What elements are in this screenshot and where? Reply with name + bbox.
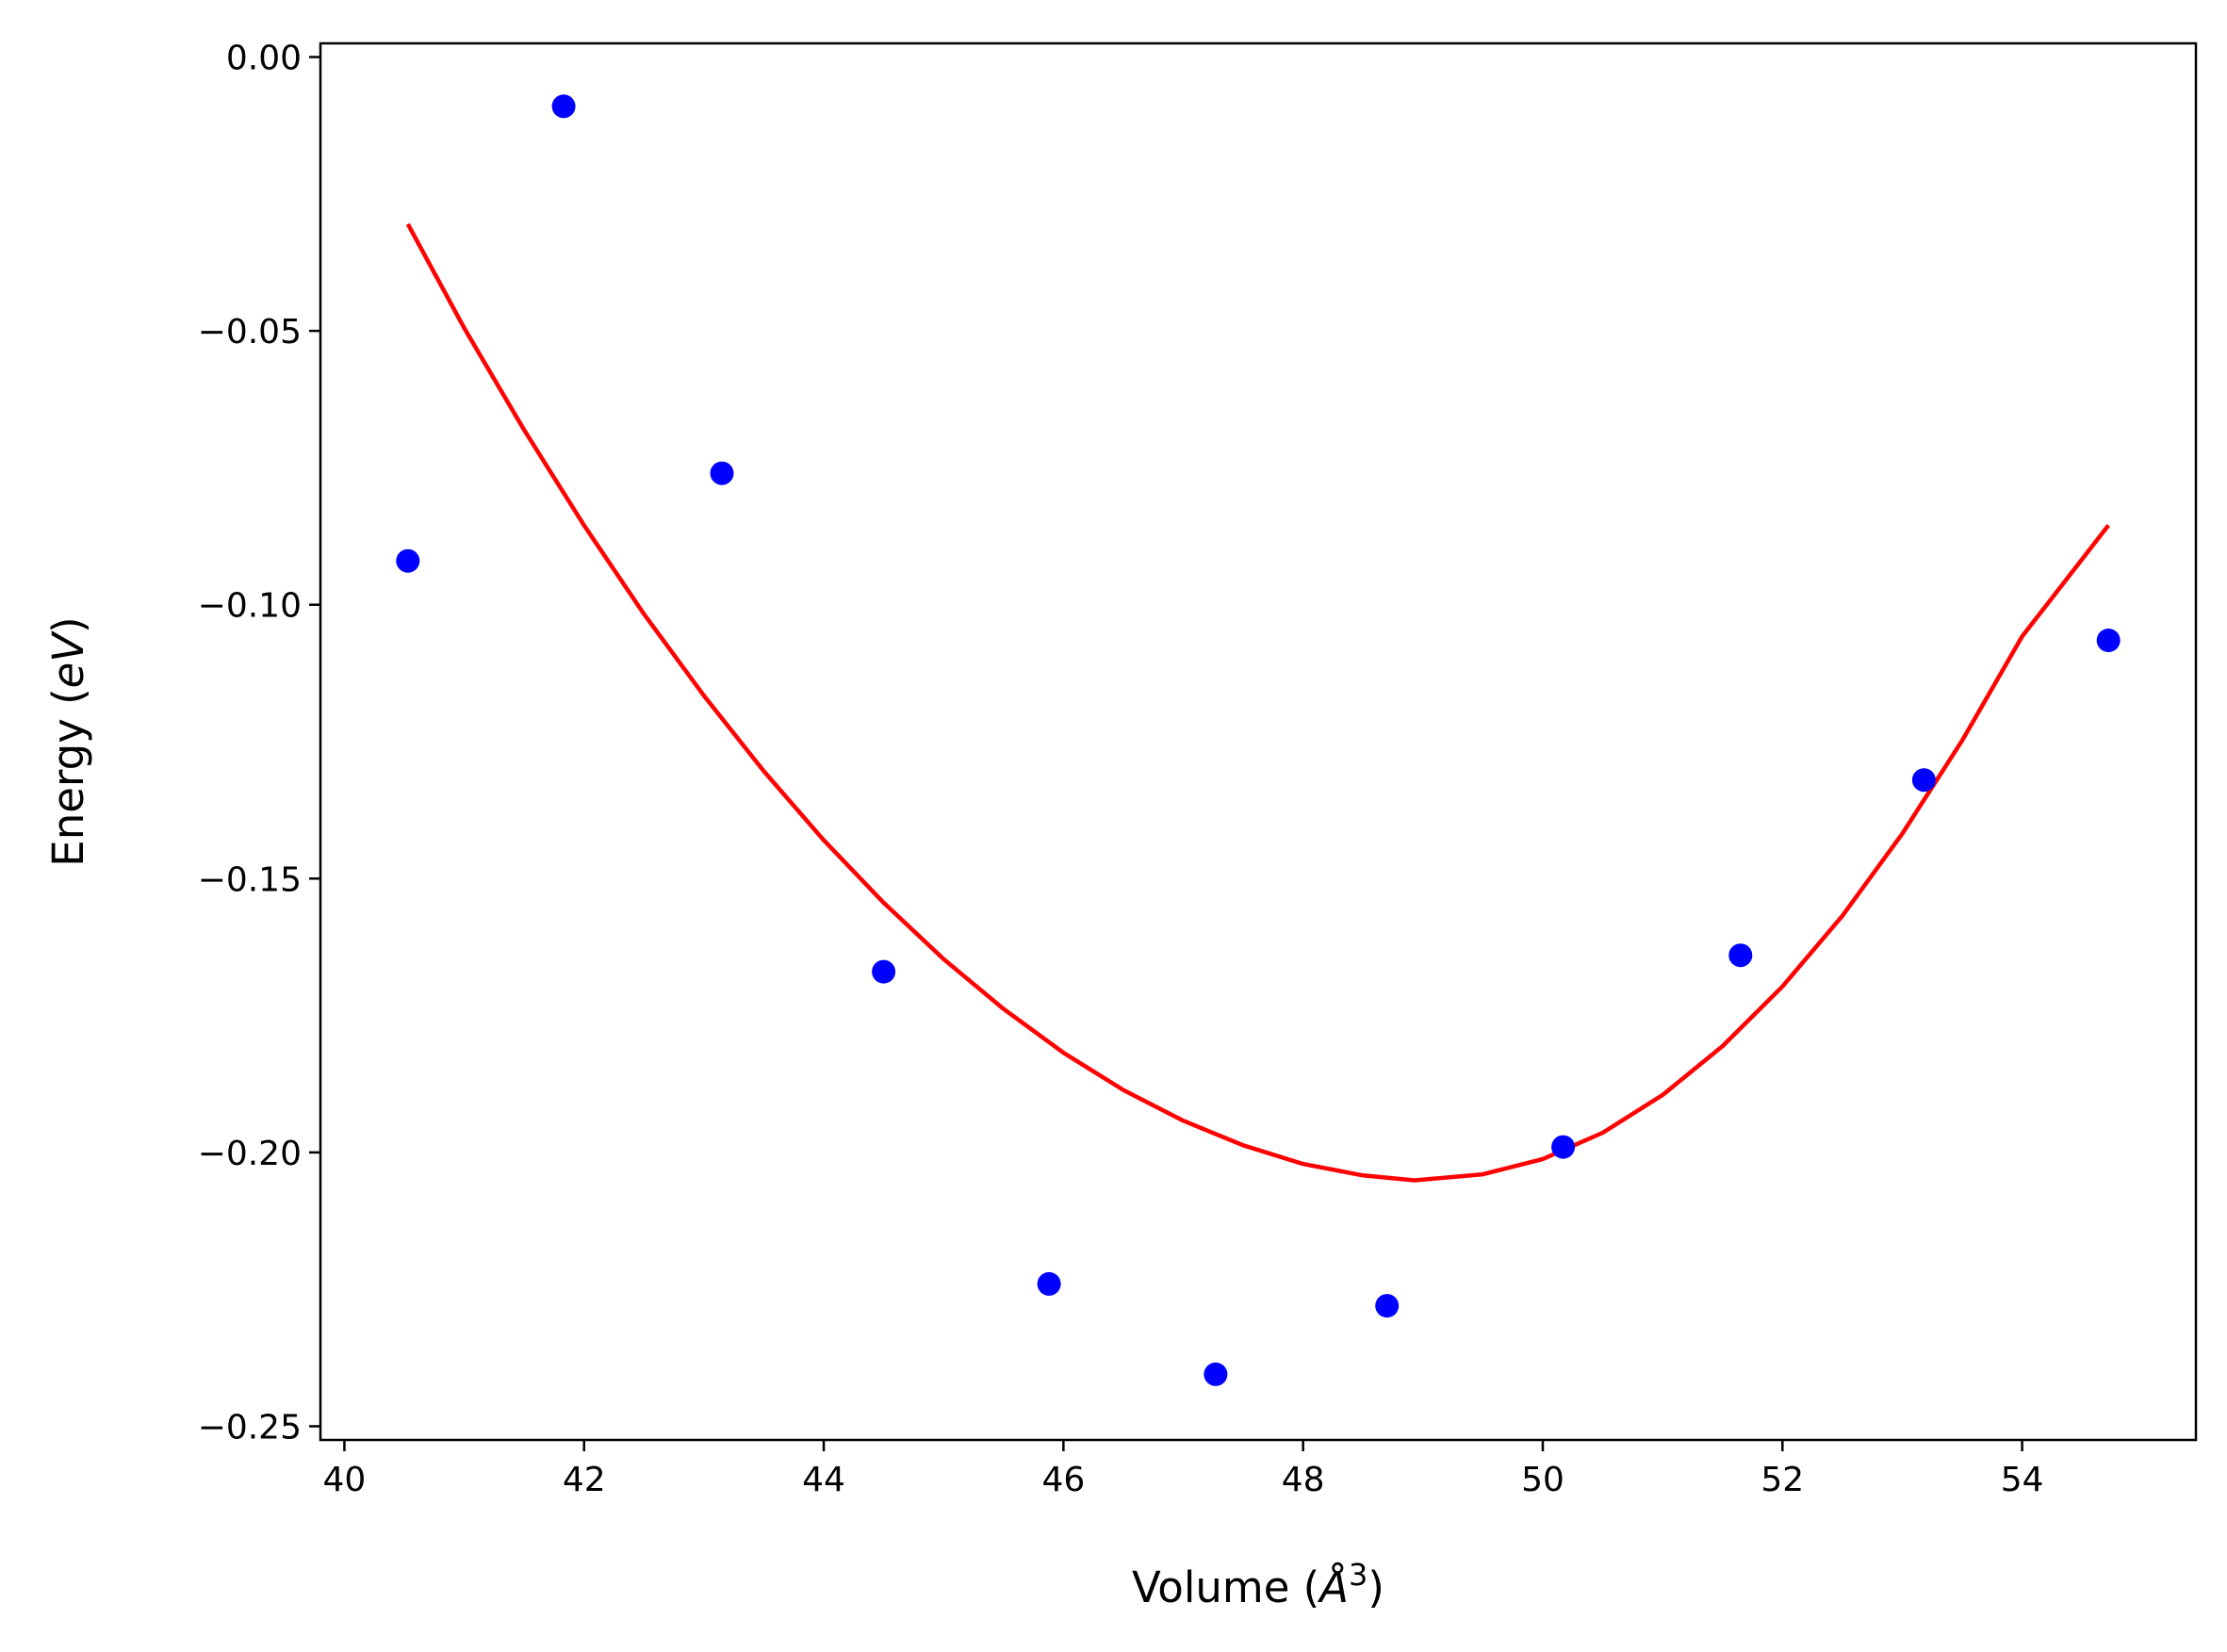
data-point (1728, 943, 1753, 968)
data-point (1204, 1362, 1228, 1386)
x-tick-label: 50 (1521, 1461, 1564, 1499)
y-tick-label: −0.15 (198, 860, 302, 899)
y-tick-label: 0.00 (226, 40, 302, 78)
data-point (710, 461, 734, 485)
plot-area (396, 94, 2121, 1386)
y-axis-title: Energy (eV) (43, 616, 93, 866)
data-point (1037, 1271, 1061, 1296)
x-axis-title: Volume (Å3) (1132, 1557, 1384, 1612)
x-tick-label: 40 (323, 1461, 367, 1499)
data-point (551, 94, 576, 119)
data-point (396, 548, 420, 573)
fit-curve (405, 222, 2110, 1183)
x-tick-label: 42 (563, 1461, 606, 1499)
data-point (872, 959, 896, 984)
y-tick-label: −0.25 (198, 1408, 302, 1447)
data-point (1911, 768, 1936, 793)
axes-frame (319, 41, 2198, 1442)
x-tick-label: 52 (1760, 1461, 1804, 1499)
data-point (2096, 629, 2121, 652)
y-tick-label: −0.20 (198, 1135, 302, 1173)
x-tick-label: 48 (1282, 1461, 1325, 1499)
data-point (1551, 1135, 1576, 1159)
axis-ticks: 40 42 44 46 48 50 52 54 0.00 −0.05 −0.10 −0.15 −0.20… (198, 40, 2044, 1499)
x-tick-label: 54 (2001, 1461, 2044, 1499)
x-tick-label: 46 (1041, 1461, 1085, 1499)
data-point (1375, 1294, 1400, 1318)
y-tick-label: −0.10 (198, 587, 302, 626)
y-tick-label: −0.05 (198, 313, 302, 352)
x-tick-label: 44 (802, 1461, 845, 1499)
